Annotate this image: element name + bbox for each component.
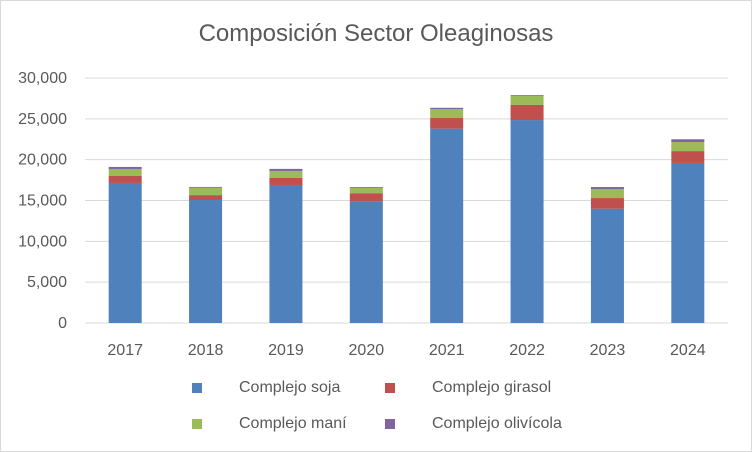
bar-segment-complejo-maní-2022	[510, 95, 544, 105]
bar-segment-complejo-girasol-2018	[189, 195, 223, 201]
bar-segment-complejo-olivícola-2021	[430, 107, 464, 110]
bar-segment-complejo-soja-2020	[349, 201, 383, 323]
bar-segment-complejo-soja-2024	[671, 162, 705, 323]
y-tick-label: 20,000	[18, 152, 67, 169]
legend-swatch	[385, 419, 395, 429]
bar-segment-complejo-olivícola-2020	[349, 187, 383, 188]
bar-segment-complejo-maní-2019	[269, 170, 303, 178]
bar-segment-complejo-maní-2024	[671, 142, 705, 152]
x-tick-label: 2023	[590, 342, 626, 359]
legend-item: Complejo soja	[192, 379, 340, 397]
legend-item: Complejo olivícola	[385, 415, 562, 433]
legend-swatch	[192, 383, 202, 393]
x-tick-label: 2019	[268, 342, 304, 359]
y-tick-label: 10,000	[18, 233, 67, 250]
bar-segment-complejo-olivícola-2023	[590, 187, 624, 190]
legend-label: Complejo girasol	[432, 379, 552, 396]
legend-swatch	[385, 383, 395, 393]
chart-title: Composición Sector Oleaginosas	[198, 20, 554, 47]
bar-segment-complejo-girasol-2019	[269, 177, 303, 185]
y-tick-label: 5,000	[27, 274, 67, 291]
legend-swatch	[192, 419, 202, 429]
y-tick-label: 30,000	[18, 70, 67, 87]
bar-segment-complejo-girasol-2023	[590, 198, 624, 209]
bar-segment-complejo-soja-2019	[269, 184, 303, 323]
bar-segment-complejo-soja-2018	[189, 200, 223, 323]
bar-segment-complejo-girasol-2017	[108, 176, 142, 183]
bar-segment-complejo-soja-2022	[510, 120, 544, 323]
legend-label: Complejo soja	[239, 379, 341, 396]
bar-segment-complejo-soja-2021	[430, 128, 464, 323]
x-tick-label: 2018	[188, 342, 224, 359]
x-tick-label: 2017	[107, 342, 143, 359]
bar-segment-complejo-maní-2017	[108, 168, 142, 176]
bar-segment-complejo-girasol-2020	[349, 193, 383, 202]
bar-segment-complejo-olivícola-2019	[269, 168, 303, 171]
x-tick-label: 2024	[670, 342, 706, 359]
bar-segment-complejo-girasol-2021	[430, 118, 464, 129]
bar-segment-complejo-maní-2020	[349, 187, 383, 194]
y-tick-label: 25,000	[18, 111, 67, 128]
legend-item: Complejo girasol	[385, 379, 551, 397]
x-tick-label: 2021	[429, 342, 465, 359]
bar-segment-complejo-olivícola-2017	[108, 166, 142, 169]
bar-segment-complejo-maní-2021	[430, 109, 464, 119]
y-tick-label: 0	[58, 315, 67, 332]
legend-label: Complejo olivícola	[432, 415, 562, 432]
bar-segment-complejo-maní-2023	[590, 189, 624, 199]
bar-segment-complejo-girasol-2024	[671, 151, 705, 163]
bar-segment-complejo-girasol-2022	[510, 104, 544, 121]
x-tick-label: 2020	[349, 342, 385, 359]
bar-segment-complejo-soja-2017	[108, 182, 142, 323]
bar-segment-complejo-soja-2023	[590, 208, 624, 323]
bar-segment-complejo-olivícola-2022	[510, 95, 544, 96]
legend-item: Complejo maní	[192, 415, 347, 433]
bar-segment-complejo-maní-2018	[189, 187, 223, 196]
y-tick-label: 15,000	[18, 193, 67, 210]
x-tick-label: 2022	[509, 342, 545, 359]
bar-segment-complejo-olivícola-2024	[671, 139, 705, 143]
legend-label: Complejo maní	[239, 415, 347, 432]
bar-segment-complejo-olivícola-2018	[189, 186, 223, 188]
